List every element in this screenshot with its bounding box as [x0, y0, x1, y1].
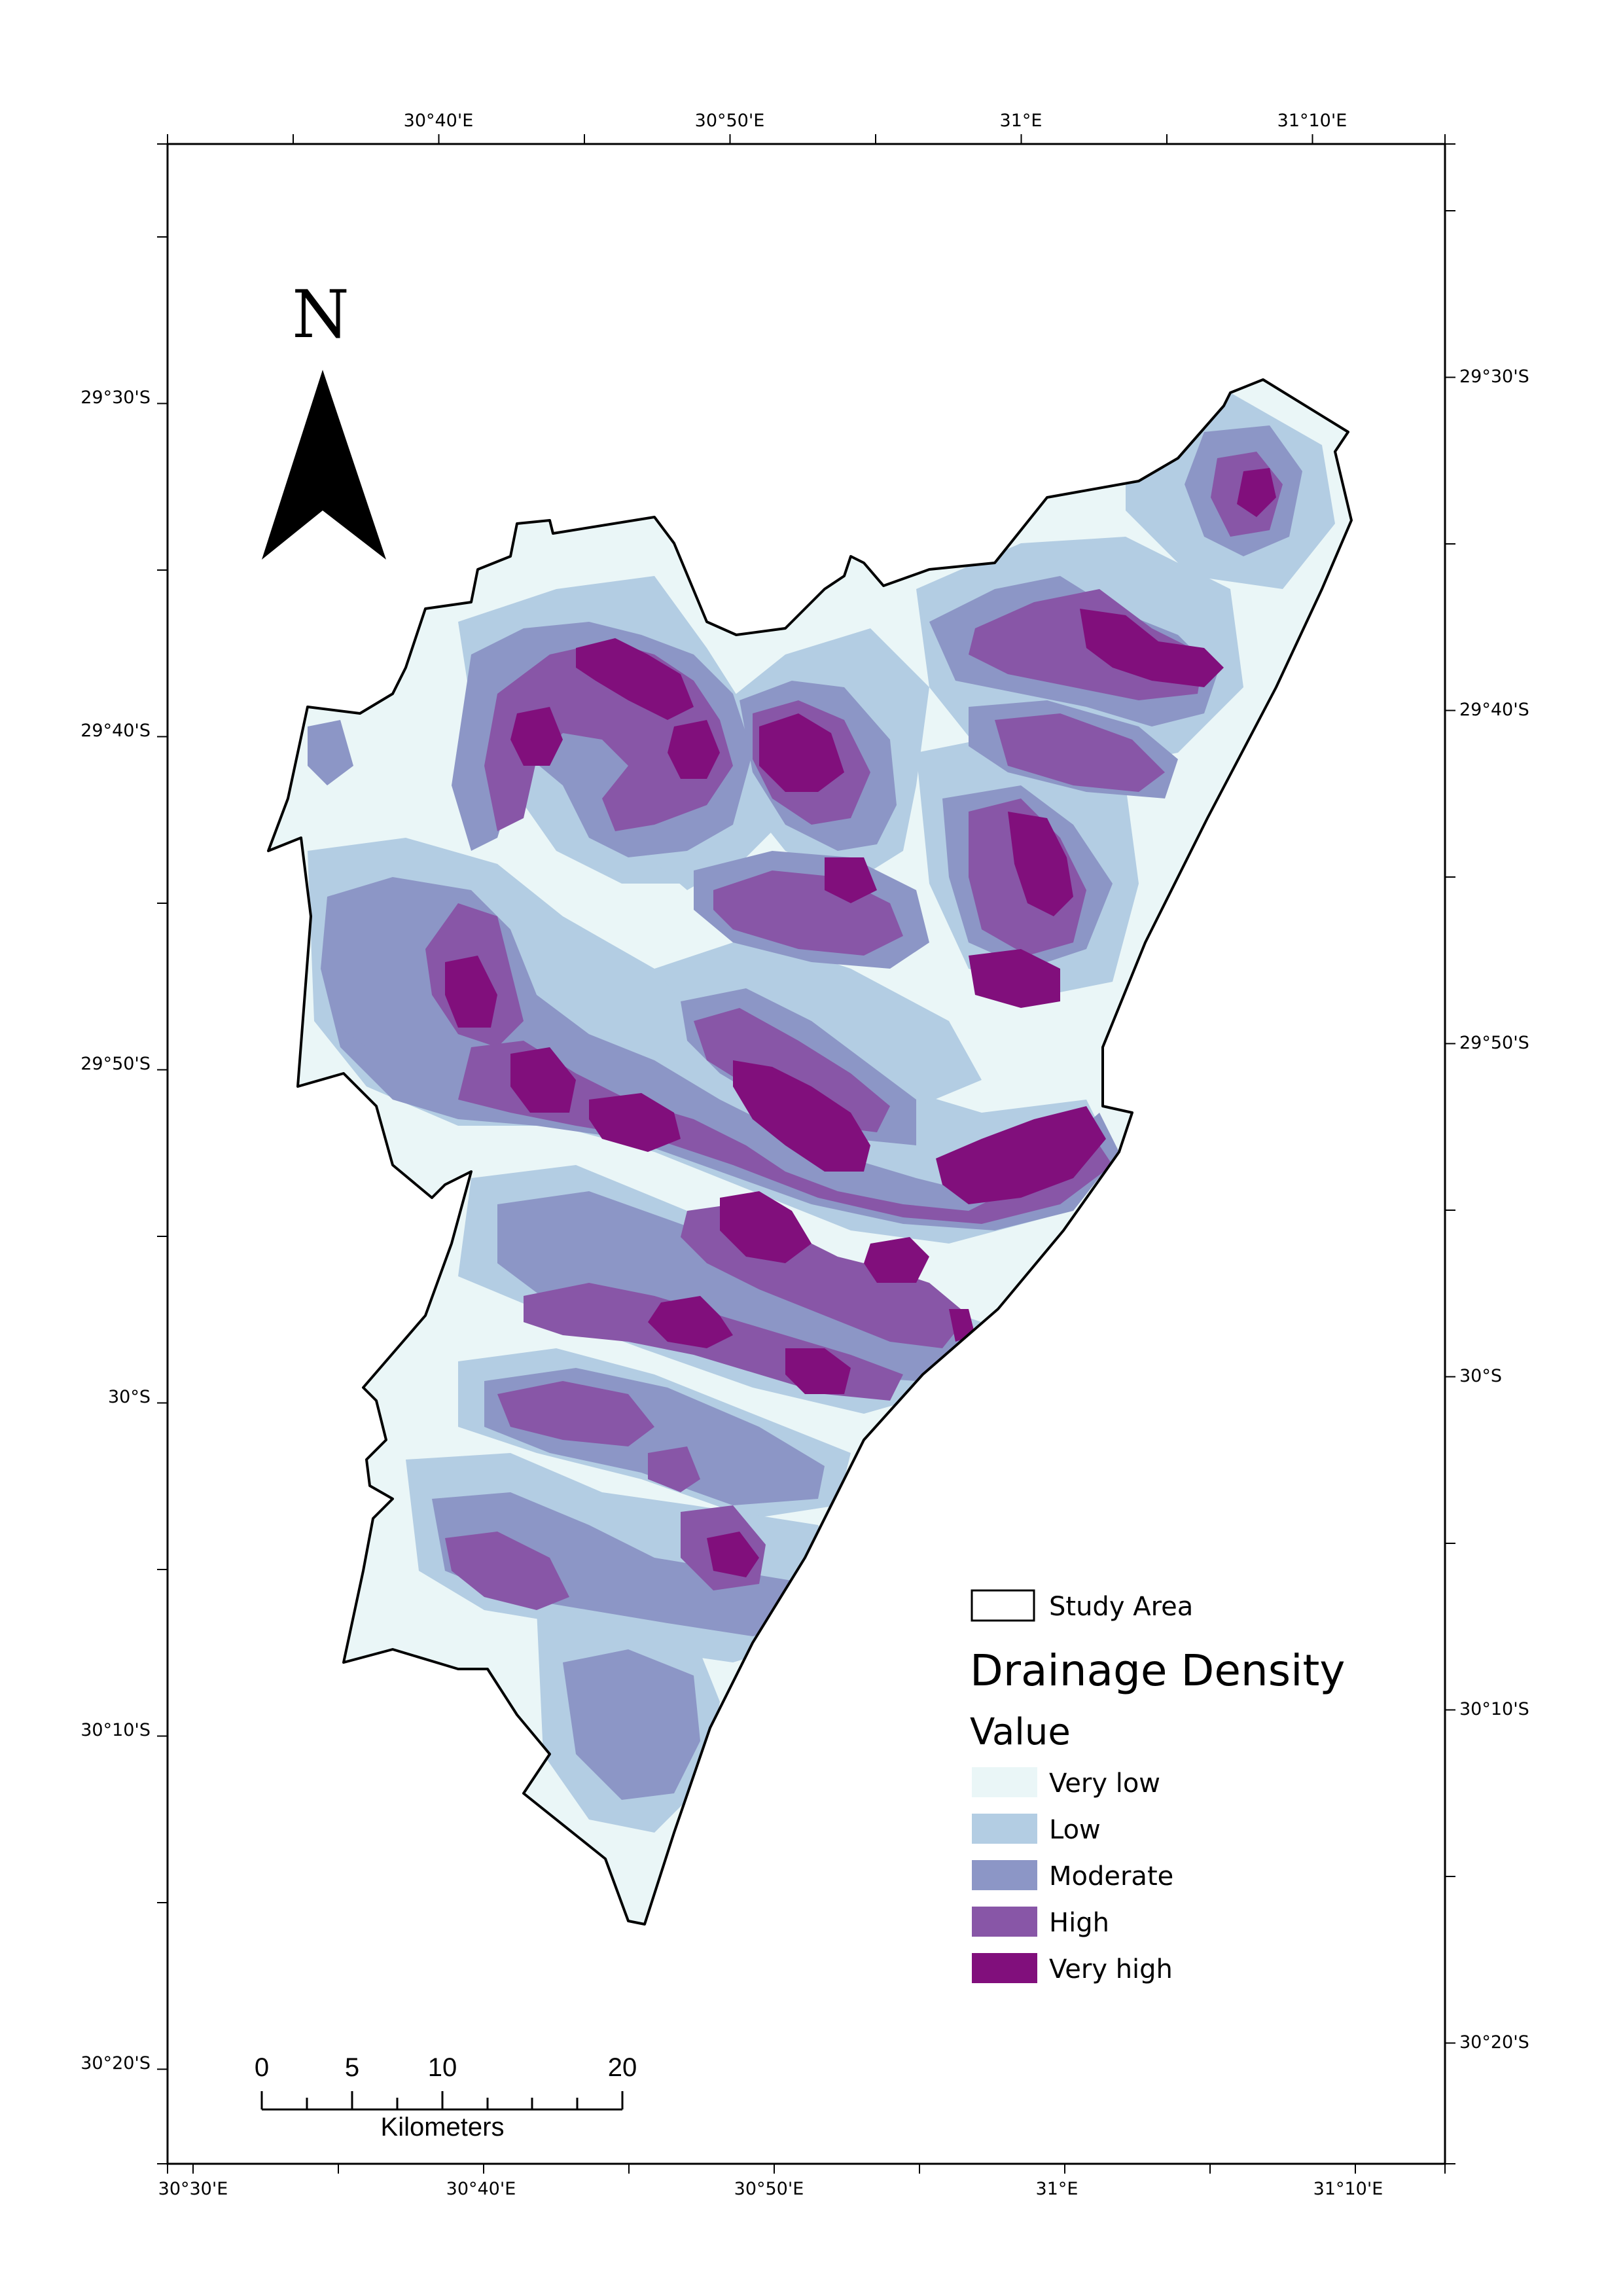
right-lat-label: 30°20'S	[1459, 2032, 1529, 2053]
scale-label-0: 0	[255, 2053, 269, 2082]
left-lat-label: 30°20'S	[80, 2053, 151, 2073]
legend-label-moderate: Moderate	[1049, 1861, 1173, 1892]
left-lat-label: 29°40'S	[80, 721, 151, 741]
north-letter: N	[292, 276, 349, 353]
north-arrow: N	[262, 276, 386, 560]
scale-bar: 0 5 10 20 Kilometers	[255, 2053, 637, 2142]
top-lon-label: 30°50'E	[695, 111, 765, 131]
legend-swatch-low	[972, 1814, 1037, 1844]
scale-label-20: 20	[608, 2053, 637, 2082]
right-lat-label: 29°50'S	[1459, 1033, 1529, 1053]
north-arrow-icon	[262, 370, 386, 560]
study-area-legend-label: Study Area	[1049, 1592, 1193, 1622]
right-lat-label: 29°30'S	[1459, 367, 1529, 387]
study-area-boundary	[267, 378, 1353, 1926]
top-lon-label: 31°E	[1000, 111, 1043, 131]
legend-label-high: High	[1049, 1908, 1109, 1938]
study-area-legend-swatch	[971, 1589, 1035, 1622]
bottom-lon-label: 30°50'E	[734, 2179, 804, 2199]
legend-label-very-high: Very high	[1049, 1954, 1173, 1984]
right-lat-label: 29°40'S	[1459, 700, 1529, 720]
legend: Study Area Drainage Density Value Very l…	[970, 1589, 1345, 1984]
scale-label-10: 10	[428, 2053, 457, 2082]
bottom-lon-label: 31°10'E	[1313, 2179, 1383, 2199]
legend-swatch-very-high	[972, 1953, 1037, 1983]
legend-swatch-very-low	[972, 1767, 1037, 1797]
legend-swatch-high	[972, 1907, 1037, 1937]
bottom-lon-label: 30°30'E	[158, 2179, 228, 2199]
graticule-ticks	[157, 134, 1455, 2174]
right-lat-label: 30°10'S	[1459, 1699, 1529, 1719]
left-lat-label: 30°S	[108, 1387, 151, 1407]
legend-subtitle: Value	[970, 1711, 1071, 1753]
bottom-lon-label: 31°E	[1036, 2179, 1079, 2199]
top-lon-label: 30°40'E	[404, 111, 474, 131]
density-very-high-zones	[445, 468, 1276, 1577]
scale-unit: Kilometers	[381, 2113, 505, 2142]
left-lat-label: 29°50'S	[80, 1054, 151, 1074]
left-lat-label: 30°10'S	[80, 1720, 151, 1740]
legend-label-low: Low	[1049, 1815, 1101, 1845]
right-lat-label: 30°S	[1459, 1366, 1502, 1386]
legend-swatch-moderate	[972, 1860, 1037, 1890]
legend-title: Drainage Density	[970, 1645, 1345, 1696]
scale-label-5: 5	[345, 2053, 359, 2082]
bottom-lon-label: 30°40'E	[446, 2179, 516, 2199]
legend-label-very-low: Very low	[1049, 1768, 1160, 1799]
left-lat-label: 29°30'S	[80, 387, 151, 408]
top-lon-label: 31°10'E	[1277, 111, 1347, 131]
